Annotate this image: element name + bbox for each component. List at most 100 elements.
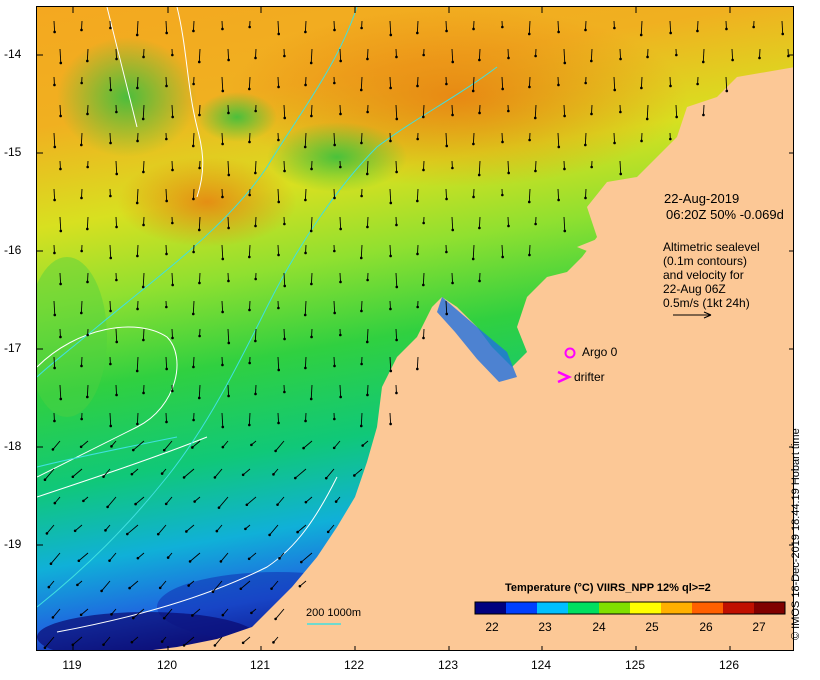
velocity-arrow-head	[422, 336, 425, 340]
colorbar-swatch	[661, 602, 693, 614]
velocity-arrow-head	[416, 252, 419, 256]
velocity-arrow-head	[416, 31, 419, 35]
velocity-arrow-head	[395, 55, 398, 59]
velocity-arrow	[333, 188, 335, 199]
velocity-arrow-head	[326, 530, 330, 534]
velocity-arrow	[192, 188, 195, 200]
velocity-arrow-head	[135, 369, 139, 373]
velocity-arrow-head	[640, 139, 643, 143]
velocity-arrow-head	[781, 32, 785, 36]
velocity-arrow-head	[339, 165, 342, 169]
velocity-arrow-head	[197, 228, 201, 232]
velocity-arrow-head	[304, 251, 307, 255]
velocity-arrow-head	[472, 195, 475, 199]
velocity-arrow-head	[79, 613, 83, 617]
velocity-arrow	[445, 188, 448, 200]
colorbar-tick-label: 25	[645, 620, 659, 634]
velocity-arrow-head	[86, 280, 89, 284]
temperature-colorbar	[474, 601, 786, 615]
velocity-arrow	[389, 188, 392, 204]
velocity-arrow-head	[445, 197, 448, 201]
x-tick-label: 126	[718, 658, 740, 672]
velocity-arrow	[109, 552, 117, 561]
velocity-arrow	[478, 216, 481, 229]
velocity-arrow	[366, 384, 369, 396]
velocity-arrow-head	[51, 448, 55, 451]
velocity-arrow-head	[389, 139, 392, 143]
velocity-arrow	[135, 496, 145, 505]
velocity-arrow-head	[71, 475, 75, 479]
velocity-arrow-head	[165, 252, 168, 256]
velocity-arrow-head	[254, 56, 257, 60]
velocity-arrow	[255, 384, 257, 395]
velocity-arrow-head	[283, 169, 286, 173]
velocity-arrow	[221, 244, 224, 260]
velocity-arrow	[478, 160, 481, 176]
velocity-arrow	[192, 132, 195, 147]
velocity-arrow	[103, 468, 111, 477]
velocity-arrow-head	[185, 530, 188, 533]
velocity-arrow-head	[584, 196, 587, 200]
velocity-arrow	[107, 496, 117, 508]
velocity-arrow	[277, 188, 280, 203]
velocity-arrow	[472, 76, 475, 92]
velocity-arrow-head	[49, 562, 53, 565]
velocity-arrow-head	[136, 254, 139, 258]
velocity-arrow	[277, 20, 280, 35]
velocity-arrow-head	[77, 559, 81, 563]
velocity-arrow-head	[188, 560, 192, 563]
velocity-arrow-head	[80, 417, 83, 421]
velocity-arrow-head	[160, 472, 164, 475]
velocity-arrow-head	[53, 366, 56, 370]
velocity-arrow	[297, 524, 307, 533]
velocity-arrow	[696, 20, 699, 32]
velocity-arrow-head	[191, 446, 194, 449]
velocity-arrow-head	[300, 560, 303, 564]
velocity-arrow	[360, 244, 363, 259]
velocity-arrow	[275, 440, 285, 452]
velocity-arrow-head	[310, 114, 313, 118]
velocity-arrow	[129, 580, 139, 589]
velocity-arrow	[557, 188, 560, 201]
velocity-arrow-head	[472, 142, 475, 146]
velocity-arrow-head	[254, 224, 257, 228]
velocity-arrow	[53, 300, 56, 316]
velocity-arrow-head	[445, 312, 449, 316]
velocity-arrow-head	[507, 56, 510, 60]
velocity-arrow	[731, 48, 734, 61]
velocity-arrow	[416, 356, 419, 370]
velocity-arrow	[585, 20, 587, 31]
velocity-arrow	[675, 104, 678, 118]
velocity-arrow-head	[360, 309, 363, 313]
cool-water-patch	[37, 257, 107, 417]
velocity-arrow-head	[339, 395, 342, 399]
velocity-arrow	[109, 300, 112, 312]
velocity-arrow-head	[590, 165, 593, 169]
velocity-arrow-head	[221, 27, 224, 31]
velocity-arrow-head	[53, 30, 56, 34]
velocity-arrow	[109, 76, 112, 91]
velocity-arrow	[192, 20, 195, 32]
velocity-arrow	[360, 412, 363, 427]
velocity-arrow-head	[160, 640, 164, 643]
velocity-arrow-head	[294, 476, 297, 480]
velocity-arrow-head	[248, 193, 251, 197]
colorbar-swatch	[537, 602, 569, 614]
velocity-arrow-head	[675, 115, 678, 119]
velocity-arrow-head	[366, 278, 369, 282]
velocity-arrow	[304, 20, 307, 33]
velocity-arrow-head	[339, 112, 342, 116]
velocity-arrow	[248, 244, 251, 258]
velocity-arrow-head	[166, 556, 170, 559]
velocity-arrow-head	[192, 82, 195, 86]
velocity-arrow-head	[527, 32, 531, 36]
velocity-arrow	[451, 48, 454, 63]
velocity-arrow-head	[59, 61, 63, 65]
velocity-arrow	[186, 524, 195, 532]
velocity-arrow-head	[389, 86, 392, 90]
velocity-arrow-head	[501, 140, 504, 144]
velocity-arrow	[171, 272, 174, 286]
velocity-arrow	[220, 552, 229, 562]
velocity-arrow	[53, 132, 56, 148]
velocity-arrow-head	[109, 309, 112, 313]
